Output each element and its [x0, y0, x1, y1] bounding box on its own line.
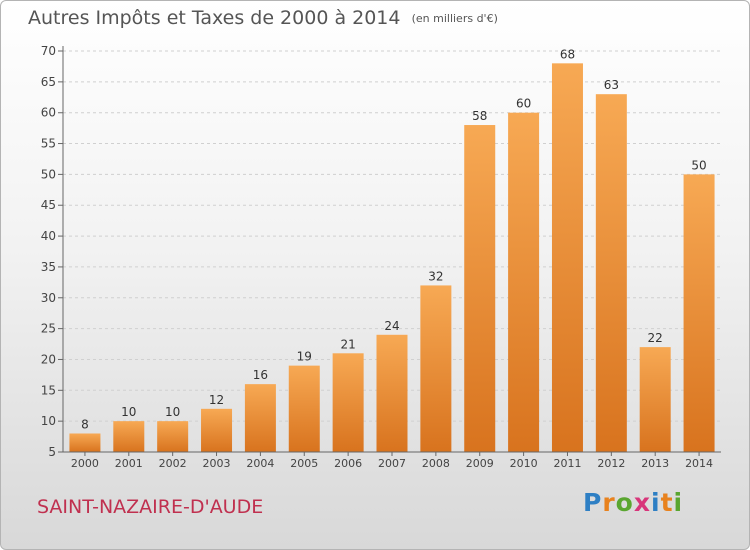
x-tick-label: 2009 — [466, 457, 494, 470]
bar — [376, 334, 408, 452]
bar — [595, 94, 627, 452]
y-tick-label: 50 — [41, 167, 56, 181]
y-tick-label: 15 — [41, 383, 56, 397]
bar — [201, 408, 233, 452]
x-tick-label: 2000 — [71, 457, 99, 470]
bar — [508, 112, 540, 452]
y-tick-label: 60 — [41, 106, 56, 120]
data-label: 68 — [560, 47, 575, 61]
x-tick-label: 2011 — [553, 457, 581, 470]
title-row: Autres Impôts et Taxes de 2000 à 2014 (e… — [28, 7, 498, 29]
place-name: SAINT-NAZAIRE-D'AUDE — [37, 496, 264, 518]
y-tick-label: 5 — [48, 445, 56, 459]
logo-letter: o — [615, 488, 634, 517]
logo-letter: r — [602, 488, 616, 517]
y-tick-label: 55 — [41, 137, 56, 151]
logo-letter: i — [651, 488, 661, 517]
data-label: 60 — [516, 97, 531, 111]
bars — [69, 63, 715, 453]
bar — [551, 63, 583, 452]
y-tick-label: 20 — [41, 352, 56, 366]
bar — [288, 365, 320, 452]
y-tick-label: 35 — [41, 260, 56, 274]
data-label: 24 — [384, 319, 399, 333]
data-label: 8 — [81, 417, 89, 431]
x-tick-label: 2014 — [685, 457, 713, 470]
x-tick-label: 2013 — [641, 457, 669, 470]
y-tick-label: 10 — [41, 414, 56, 428]
bar — [639, 347, 671, 452]
bar — [683, 174, 715, 452]
logo-letter: x — [633, 488, 651, 517]
chart-title: Autres Impôts et Taxes de 2000 à 2014 — [28, 7, 401, 29]
y-tick-label: 30 — [41, 291, 56, 305]
data-label: 16 — [253, 368, 268, 382]
x-tick-label: 2002 — [159, 457, 187, 470]
data-labels: 8 10 10 12 16 19 21 24 32 58 60 68 63 22 50 — [81, 47, 707, 431]
data-label: 10 — [165, 405, 180, 419]
bar — [464, 125, 496, 453]
x-tick-label: 2012 — [597, 457, 625, 470]
y-tick-label: 45 — [41, 198, 56, 212]
y-tick-label: 40 — [41, 229, 56, 243]
logo-letter: P — [583, 488, 603, 517]
y-tick-label: 65 — [41, 75, 56, 89]
logo-letter: t — [660, 488, 674, 517]
x-tick-label: 2005 — [290, 457, 318, 470]
x-tick-label: 2006 — [334, 457, 362, 470]
data-label: 50 — [691, 158, 706, 172]
proxiti-logo: Proxiti — [583, 488, 683, 517]
bar — [420, 285, 452, 452]
x-tick-label: 2001 — [115, 457, 143, 470]
x-tick-label: 2003 — [203, 457, 231, 470]
y-tick-label: 70 — [41, 44, 56, 58]
chart-subtitle: (en milliers d'€) — [411, 12, 498, 25]
data-label: 12 — [209, 393, 224, 407]
data-label: 63 — [604, 78, 619, 92]
bar — [157, 421, 189, 452]
bar — [244, 384, 276, 452]
data-label: 21 — [340, 337, 355, 351]
data-label: 10 — [121, 405, 136, 419]
axes: 5 10 15 20 25 30 35 40 45 50 55 60 65 70 2000 2001 2002 2… — [41, 44, 721, 470]
x-tick-label: 2010 — [510, 457, 538, 470]
bar — [332, 353, 364, 452]
bar — [69, 433, 101, 452]
data-label: 32 — [428, 269, 443, 283]
data-label: 22 — [648, 331, 663, 345]
y-tick-label: 25 — [41, 322, 56, 336]
data-label: 58 — [472, 109, 487, 123]
x-tick-label: 2008 — [422, 457, 450, 470]
logo-letter: i — [673, 488, 684, 517]
x-tick-label: 2004 — [246, 457, 274, 470]
x-tick-label: 2007 — [378, 457, 406, 470]
data-label: 19 — [297, 350, 312, 364]
bar — [113, 421, 145, 452]
